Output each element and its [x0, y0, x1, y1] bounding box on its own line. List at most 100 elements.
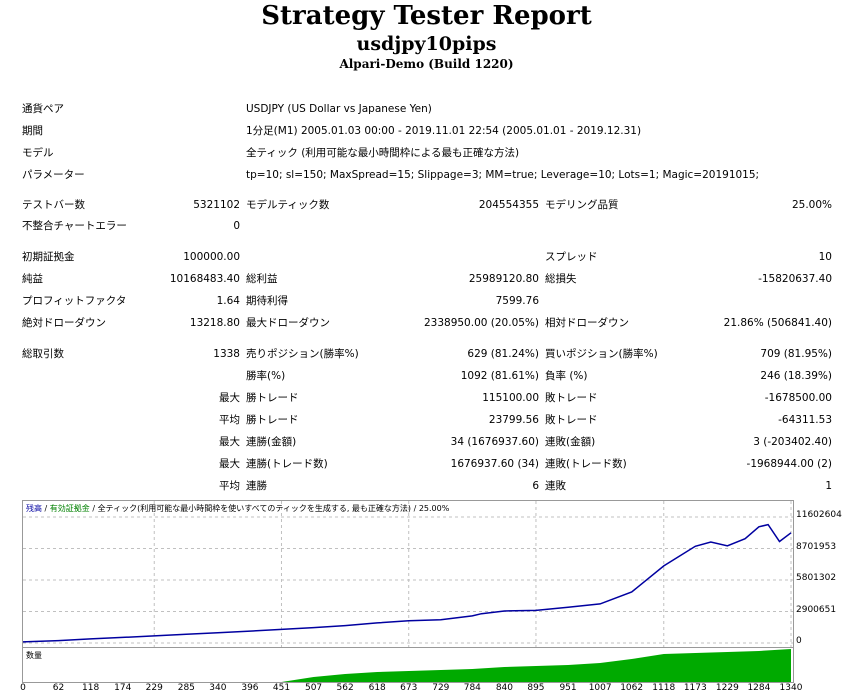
- x-tick-label: 673: [400, 683, 418, 693]
- x-tick-label: 62: [52, 683, 65, 693]
- stat-label-3: 敗トレード: [545, 414, 598, 426]
- balance-line: [23, 523, 792, 643]
- info-label: 通貨ペア: [22, 103, 64, 115]
- stat-value-2: 204554355: [478, 199, 539, 211]
- stat-value-1: 1338: [213, 348, 240, 360]
- x-tick-label: 1340: [779, 683, 803, 693]
- chart-legend: 残高 / 有効証拠金 / 全ティック(利用可能な最小時間枠を使いすべてのティック…: [26, 504, 449, 514]
- stat-label-3: 連敗(金額): [545, 436, 596, 448]
- expert-name: usdjpy10pips: [356, 33, 497, 55]
- stat-label-1: プロフィットファクタ: [22, 295, 127, 307]
- stat-label-3: 連敗: [545, 480, 566, 492]
- info-value: tp=10; sl=150; MaxSpread=15; Slippage=3;…: [246, 169, 760, 181]
- stat-label-2: 連勝: [246, 480, 267, 492]
- info-value: 1分足(M1) 2005.01.03 00:00 - 2019.11.01 22…: [246, 125, 642, 137]
- x-tick-label: 174: [114, 683, 132, 693]
- stat-value-3: 1: [825, 480, 832, 492]
- x-tick-label: 507: [304, 683, 323, 693]
- stat-value-2: 23799.56: [488, 414, 539, 426]
- x-tick-label: 951: [559, 683, 577, 693]
- stat-label-2: 連勝(トレード数): [246, 458, 328, 470]
- info-value: USDJPY (US Dollar vs Japanese Yen): [246, 103, 432, 115]
- stat-label-2: モデルティック数: [246, 199, 330, 211]
- stat-value-1: 最大: [219, 392, 240, 404]
- stat-label-3: 総損失: [545, 273, 577, 285]
- x-tick-label: 729: [432, 683, 450, 693]
- stat-row: 勝率(%) 1092 (81.61%) 負率 (%) 246 (18.39%): [0, 365, 853, 387]
- stat-label-2: 勝トレード: [246, 414, 299, 426]
- stat-label-3: 負率 (%): [545, 370, 588, 382]
- volume-chart-svg: [23, 649, 791, 682]
- stat-value-1: 100000.00: [183, 251, 240, 263]
- stat-label-3: 相対ドローダウン: [545, 317, 629, 329]
- stat-label-2: 勝率(%): [246, 370, 286, 382]
- stat-label-2: 売りポジション(勝率%): [246, 348, 359, 360]
- x-tick-label: 1173: [683, 683, 707, 693]
- x-tick-label: 1062: [620, 683, 644, 693]
- x-tick-label: 285: [177, 683, 195, 693]
- stat-label-1: 総取引数: [22, 348, 64, 360]
- stat-value-2: 1676937.60 (34): [450, 458, 539, 470]
- info-value: 全ティック (利用可能な最小時間枠による最も正確な方法): [246, 147, 520, 159]
- x-tick-label: 229: [145, 683, 163, 693]
- stat-value-1: 平均: [219, 414, 240, 426]
- legend-equity: 有効証拠金: [49, 504, 90, 513]
- x-tick-label: 340: [209, 683, 227, 693]
- info-row: モデル 全ティック (利用可能な最小時間枠による最も正確な方法): [0, 142, 853, 164]
- stat-row: 総取引数 1338 売りポジション(勝率%) 629 (81.24%) 買いポジション(…: [0, 343, 853, 365]
- balance-chart: 残高 / 有効証拠金 / 全ティック(利用可能な最小時間枠を使いすべてのティック…: [22, 500, 794, 648]
- x-tick-label: 895: [527, 683, 545, 693]
- stat-row: 純益 10168483.40 総利益 25989120.80 総損失 -15820637.…: [0, 268, 853, 290]
- stat-value-1: 最大: [219, 458, 240, 470]
- stat-value-2: 115100.00: [482, 392, 539, 404]
- y-tick-label: 5801302: [796, 573, 837, 583]
- stat-value-1: 13218.80: [189, 317, 240, 329]
- info-label: パラメーター: [22, 169, 85, 181]
- y-tick-label: 11602604: [796, 510, 842, 520]
- stat-value-3: 21.86% (506841.40): [723, 317, 832, 329]
- stat-value-3: -15820637.40: [758, 273, 832, 285]
- stat-value-1: 10168483.40: [169, 273, 240, 285]
- stat-row: プロフィットファクタ 1.64 期待利得 7599.76: [0, 290, 853, 312]
- stat-value-2: 629 (81.24%): [467, 348, 539, 360]
- balance-chart-svg: [23, 501, 793, 647]
- stat-value-1: 5321102: [193, 199, 240, 211]
- legend-model: / 全ティック(利用可能な最小時間枠を使いすべてのティックを生成する, 最も正確…: [89, 504, 450, 513]
- x-tick-label: 784: [463, 683, 481, 693]
- stat-value-1: 0: [233, 220, 240, 232]
- stat-row: 最大 勝トレード 115100.00 敗トレード -1678500.00: [0, 387, 853, 409]
- x-tick-label: 618: [368, 683, 386, 693]
- legend-separator: /: [42, 504, 50, 513]
- stat-label-3: スプレッド: [545, 251, 598, 263]
- x-tick-label: 1007: [588, 683, 612, 693]
- stat-value-2: 34 (1676937.60): [450, 436, 539, 448]
- stat-row: 平均 勝トレード 23799.56 敗トレード -64311.53: [0, 409, 853, 431]
- stat-label-1: 不整合チャートエラー: [22, 220, 127, 232]
- stat-value-3: 3 (-203402.40): [753, 436, 832, 448]
- volume-label: 数量: [26, 651, 42, 660]
- stat-value-1: 平均: [219, 480, 240, 492]
- volume-chart: 数量: [22, 647, 794, 683]
- stat-value-3: 25.00%: [791, 199, 832, 211]
- stat-value-1: 1.64: [216, 295, 240, 307]
- stat-label-3: 敗トレード: [545, 392, 598, 404]
- stat-label-3: 連敗(トレード数): [545, 458, 627, 470]
- info-label: 期間: [22, 125, 43, 137]
- stat-row: 最大 連勝(金額) 34 (1676937.60) 連敗(金額) 3 (-203402.…: [0, 431, 853, 453]
- stat-label-2: 最大ドローダウン: [246, 317, 330, 329]
- x-tick-label: 840: [495, 683, 514, 693]
- stat-label-1: テストバー数: [22, 199, 85, 211]
- stat-label-2: 総利益: [246, 273, 278, 285]
- stat-value-3: -64311.53: [778, 414, 832, 426]
- x-tick-label: 1284: [747, 683, 771, 693]
- stat-value-3: -1678500.00: [764, 392, 832, 404]
- x-tick-label: 451: [272, 683, 291, 693]
- info-row: 期間 1分足(M1) 2005.01.03 00:00 - 2019.11.01 …: [0, 120, 853, 142]
- legend-balance: 残高: [26, 504, 42, 513]
- stat-value-3: 246 (18.39%): [760, 370, 832, 382]
- stat-value-2: 7599.76: [495, 295, 539, 307]
- info-label: モデル: [22, 147, 54, 159]
- stat-label-2: 勝トレード: [246, 392, 299, 404]
- stat-value-2: 25989120.80: [468, 273, 539, 285]
- stat-label-1: 純益: [22, 273, 43, 285]
